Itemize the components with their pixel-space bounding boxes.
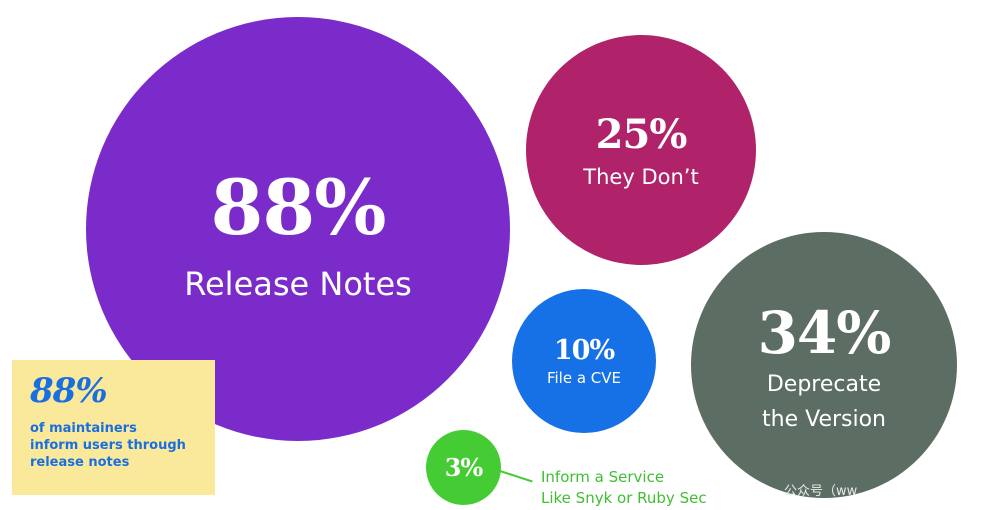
bubble-file-a-cve: 10% File a CVE (512, 289, 656, 433)
service-label: Inform a Service Like Snyk or Ruby Sec (541, 467, 707, 509)
bubble-percent: 25% (595, 110, 688, 158)
bubble-label: Release Notes (184, 264, 412, 303)
bubble-percent: 10% (553, 334, 615, 366)
bubble-they-dont: 25% They Don’t (526, 35, 756, 265)
bubble-label-line-2: the Version (762, 407, 886, 432)
bubble-percent: 34% (757, 298, 892, 367)
bubble-label: File a CVE (546, 368, 622, 387)
bubble-label: They Don’t (583, 164, 699, 189)
service-connector-line (499, 470, 533, 483)
bubble-percent: 3% (444, 452, 484, 482)
callout-text: of maintainers inform users through rele… (30, 420, 215, 471)
service-label-line-1: Inform a Service (541, 468, 665, 486)
callout-percent: 88% (30, 371, 108, 411)
callout-text-line-2: inform users through (30, 438, 186, 453)
bubble-deprecate-version: 34% Deprecate the Version (691, 232, 957, 498)
bubble-inform-service: 3% (426, 430, 501, 505)
watermark: 公众号（ww (784, 484, 858, 499)
callout-text-line-1: of maintainers (30, 421, 137, 436)
callout-text-line-3: release notes (30, 455, 130, 470)
stat-callout-box: 88% of maintainers inform users through … (12, 360, 215, 495)
service-label-line-2: Like Snyk or Ruby Sec (541, 489, 707, 507)
bubble-percent: 88% (210, 162, 387, 252)
bubble-label-line-1: Deprecate (766, 371, 882, 397)
